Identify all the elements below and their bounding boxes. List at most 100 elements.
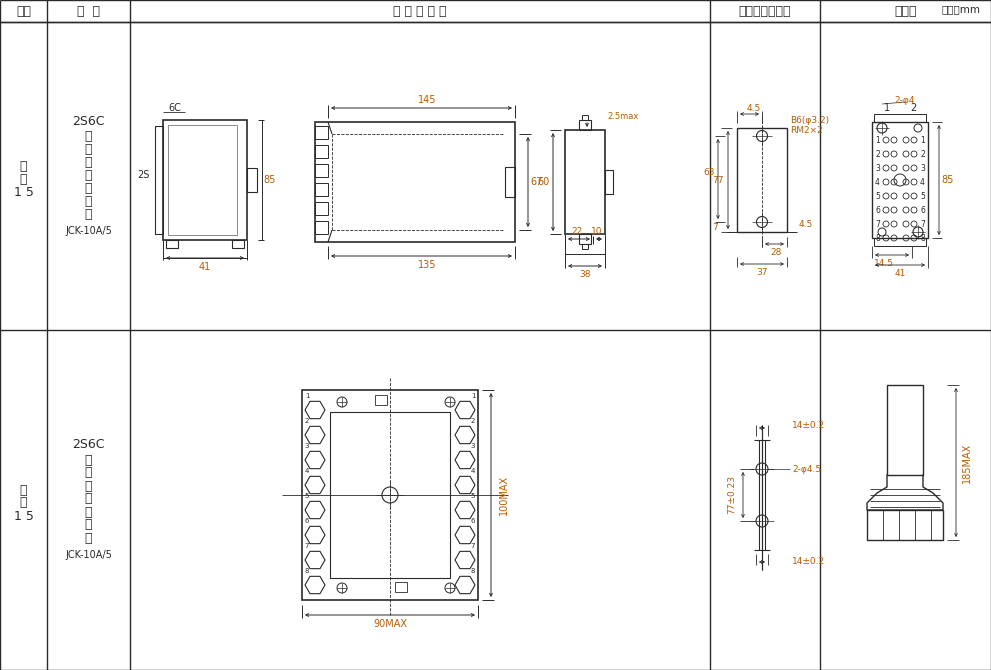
Text: 1: 1 xyxy=(884,103,890,113)
Bar xyxy=(565,130,605,234)
Text: 1 5: 1 5 xyxy=(14,509,34,523)
Text: 外 形 尺 寸 图: 外 形 尺 寸 图 xyxy=(393,5,447,17)
Text: 60: 60 xyxy=(537,177,549,187)
Bar xyxy=(155,126,163,234)
Text: 前: 前 xyxy=(85,505,92,519)
Text: 4.5: 4.5 xyxy=(799,220,814,228)
Text: 7: 7 xyxy=(471,543,476,549)
Text: 6: 6 xyxy=(471,518,476,524)
Text: 67: 67 xyxy=(531,177,543,187)
Text: 8: 8 xyxy=(875,234,880,243)
Text: 安装开孔尺寸图: 安装开孔尺寸图 xyxy=(738,5,791,17)
Text: 接: 接 xyxy=(85,194,92,208)
Bar xyxy=(247,168,257,192)
Text: 3: 3 xyxy=(471,443,476,449)
Text: 2.5max: 2.5max xyxy=(607,111,638,121)
Bar xyxy=(232,240,244,248)
Bar xyxy=(887,385,923,475)
Text: 式: 式 xyxy=(85,155,92,168)
Bar xyxy=(166,240,178,248)
Bar xyxy=(579,120,591,130)
Bar xyxy=(505,167,515,197)
Text: 板: 板 xyxy=(85,492,92,505)
Bar xyxy=(579,234,591,244)
Text: 2: 2 xyxy=(471,418,476,424)
Text: 2: 2 xyxy=(910,103,916,113)
Text: 38: 38 xyxy=(580,269,591,279)
Text: 77±0.23: 77±0.23 xyxy=(727,476,736,515)
Bar xyxy=(330,412,450,578)
Text: 7: 7 xyxy=(875,220,880,228)
Bar xyxy=(315,145,328,158)
Text: 4: 4 xyxy=(471,468,476,474)
Text: 6: 6 xyxy=(305,518,309,524)
Text: 线: 线 xyxy=(85,531,92,545)
Text: 28: 28 xyxy=(771,247,782,257)
Bar xyxy=(315,126,328,139)
Text: 1: 1 xyxy=(471,393,476,399)
Text: 7: 7 xyxy=(713,222,717,232)
Text: 3: 3 xyxy=(875,163,880,172)
Bar xyxy=(395,582,407,592)
Text: 图: 图 xyxy=(20,496,27,509)
Text: 77: 77 xyxy=(713,176,723,184)
Text: 14±0.2: 14±0.2 xyxy=(792,421,826,429)
Text: 线: 线 xyxy=(85,208,92,220)
Text: 凸: 凸 xyxy=(85,129,92,143)
Bar xyxy=(315,221,328,234)
Bar xyxy=(582,244,588,249)
Text: 出: 出 xyxy=(85,143,92,155)
Bar xyxy=(737,128,787,232)
Text: 结  构: 结 构 xyxy=(77,5,100,17)
Text: 8: 8 xyxy=(471,568,476,574)
Text: 2: 2 xyxy=(875,149,880,159)
Text: 4: 4 xyxy=(920,178,925,186)
Text: 10: 10 xyxy=(592,226,603,235)
Bar xyxy=(582,115,588,120)
Text: 后: 后 xyxy=(85,182,92,194)
Text: 5: 5 xyxy=(305,493,309,499)
Bar xyxy=(163,120,247,240)
Text: 凸: 凸 xyxy=(85,454,92,466)
Text: 7: 7 xyxy=(920,220,925,228)
Text: 37: 37 xyxy=(756,267,768,277)
Text: B6(φ3.2): B6(φ3.2) xyxy=(790,115,829,125)
Text: 85: 85 xyxy=(264,175,276,185)
Text: 端子图: 端子图 xyxy=(894,5,917,17)
Text: RM2×2: RM2×2 xyxy=(790,125,823,135)
Text: 2: 2 xyxy=(305,418,309,424)
Text: 5: 5 xyxy=(875,192,880,200)
Bar xyxy=(605,170,613,194)
Text: 2S6C: 2S6C xyxy=(72,115,105,127)
Text: 4: 4 xyxy=(305,468,309,474)
Text: 7: 7 xyxy=(305,543,309,549)
Text: 出: 出 xyxy=(85,466,92,480)
Bar xyxy=(867,510,943,540)
Bar xyxy=(315,164,328,177)
Text: 22: 22 xyxy=(572,226,583,235)
Bar xyxy=(315,183,328,196)
Text: 板: 板 xyxy=(85,168,92,182)
Text: 2-φ4: 2-φ4 xyxy=(895,96,916,105)
Bar xyxy=(168,125,237,235)
Bar xyxy=(375,395,387,405)
Text: 2S: 2S xyxy=(137,170,150,180)
Text: 8: 8 xyxy=(921,234,925,243)
Text: JCK-10A/5: JCK-10A/5 xyxy=(65,226,112,236)
Text: 4.5: 4.5 xyxy=(747,103,761,113)
Text: 4: 4 xyxy=(875,178,880,186)
Text: 145: 145 xyxy=(418,95,436,105)
Bar xyxy=(302,390,478,600)
Text: 单位：mm: 单位：mm xyxy=(941,4,980,14)
Text: 6: 6 xyxy=(875,206,880,214)
Text: 5: 5 xyxy=(920,192,925,200)
Text: 5: 5 xyxy=(471,493,476,499)
Text: 接: 接 xyxy=(85,519,92,531)
Text: 3: 3 xyxy=(920,163,925,172)
Text: 附: 附 xyxy=(20,484,27,496)
Text: 41: 41 xyxy=(199,262,211,272)
Text: 85: 85 xyxy=(941,175,954,185)
Text: 2-φ4.5: 2-φ4.5 xyxy=(792,464,822,474)
Text: 1 5: 1 5 xyxy=(14,186,34,198)
Text: JCK-10A/5: JCK-10A/5 xyxy=(65,550,112,560)
